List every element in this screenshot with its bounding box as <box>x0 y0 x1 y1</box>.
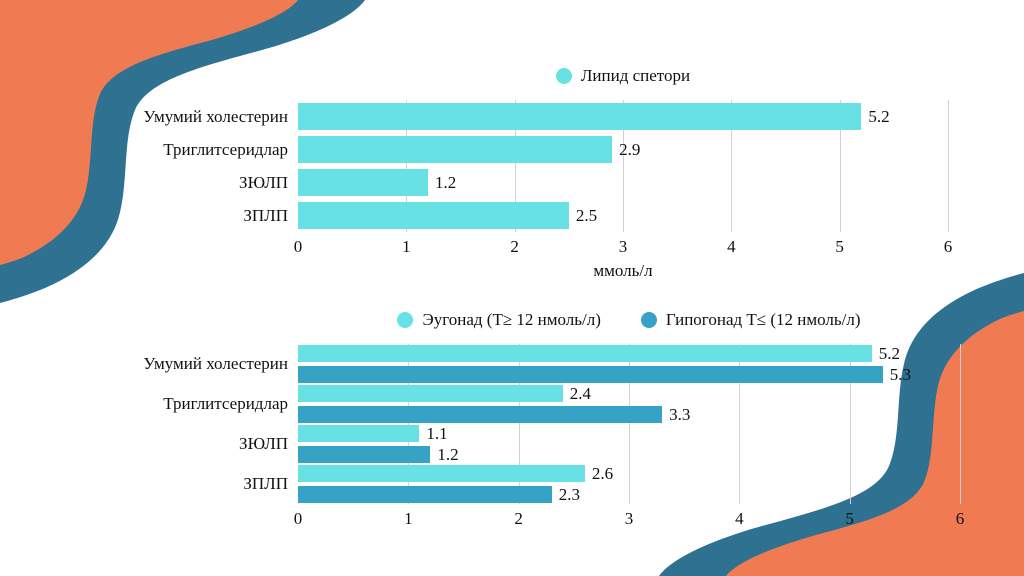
chart-legend: Эугонад (Т≥ 12 нмоль/л) Гипогонад Т≤ (12 … <box>298 308 960 332</box>
legend-dot <box>640 312 657 328</box>
tick-label: 1 <box>404 509 413 528</box>
x-axis-label: ммоль/л <box>593 261 653 280</box>
chart-row: ЗЮЛП 1.1 1.2 <box>128 424 960 464</box>
value-label: 1.2 <box>437 444 459 464</box>
gridline <box>960 344 961 504</box>
gridline <box>406 100 408 232</box>
gridline <box>408 344 410 504</box>
bar-track: 2.6 2.3 <box>298 464 960 504</box>
bar-track: 2.5 <box>298 199 948 232</box>
chart-legend: Липид спетори <box>298 64 948 88</box>
bar-track: 5.2 5.3 <box>298 344 960 384</box>
value-label: 2.6 <box>591 463 614 483</box>
value-label: 5.3 <box>889 364 912 384</box>
tick-label: 0 <box>293 237 303 256</box>
bar-track: 2.9 <box>298 133 948 166</box>
tick-label: 6 <box>955 509 965 528</box>
bar <box>298 385 563 402</box>
value-label: 2.4 <box>569 383 592 403</box>
tick-label: 5 <box>835 237 844 256</box>
tick-label: 3 <box>624 509 634 528</box>
chart-row: ЗЮЛП 1.2 <box>128 166 948 199</box>
tick-label: 3 <box>618 237 628 256</box>
tick-label: 2 <box>514 509 523 528</box>
value-label: 5.2 <box>878 343 900 363</box>
bar-rows: Умумий холестерин 5.2 Триглитсеридлар 2.9 ЗЮ… <box>128 100 948 232</box>
value-label: 5.2 <box>868 106 890 126</box>
tick-label: 6 <box>943 237 953 256</box>
tick-label: 4 <box>727 237 736 256</box>
plot-area: Умумий холестерин 5.2 Триглитсеридлар 2.9 ЗЮ… <box>128 100 953 281</box>
gridline <box>623 100 624 232</box>
x-axis-ticks: 0 1 2 3 4 5 6 <box>294 237 953 259</box>
bar-track: 1.2 <box>298 166 948 199</box>
category-label: ЗЮЛП <box>239 434 288 453</box>
chart-row: Триглитсеридлар 2.4 3.3 <box>128 384 960 424</box>
value-label: 2.9 <box>619 139 641 159</box>
bar <box>298 425 420 442</box>
legend-label: Липид спетори <box>580 66 691 85</box>
bar-rows: Умумий холестерин 5.2 5.3 Триглитсеридлар 2.… <box>128 344 960 504</box>
bar-track: 1.1 1.2 <box>298 424 960 464</box>
value-label: 1.1 <box>426 423 448 443</box>
category-label: ЗПЛП <box>243 474 288 493</box>
chart-eugonad-hypogonad: Эугонад (Т≥ 12 нмоль/л) Гипогонад Т≤ (12 … <box>128 308 965 533</box>
bar <box>298 366 883 383</box>
gridline <box>839 100 841 232</box>
category-label: Триглитсеридлар <box>163 394 288 413</box>
chart-row: ЗПЛП 2.5 <box>128 199 948 232</box>
x-axis-ticks: 0 1 2 3 4 5 6 <box>294 509 965 531</box>
chart-lipid-spectrum: Липид спетори Умумий холестерин 5.2 Тригли… <box>128 64 953 281</box>
value-label: 3.3 <box>669 404 691 424</box>
gridline <box>731 100 733 232</box>
tick-label: 1 <box>402 237 411 256</box>
category-label: Умумий холестерин <box>143 106 288 126</box>
tick-label: 5 <box>845 509 854 528</box>
bar <box>298 486 552 503</box>
bar <box>298 406 663 423</box>
bar <box>298 446 431 463</box>
bar-track: 5.2 <box>298 100 948 133</box>
tick-label: 4 <box>735 509 744 528</box>
gridline <box>948 100 949 232</box>
bar <box>298 136 613 163</box>
chart-row: Триглитсеридлар 2.9 <box>128 133 948 166</box>
value-label: 2.5 <box>575 205 598 225</box>
bar <box>298 345 872 362</box>
tick-label: 2 <box>510 237 519 256</box>
category-label: Триглитсеридлар <box>163 139 288 159</box>
bar <box>298 202 569 229</box>
gridlines <box>298 100 949 232</box>
chart-row: Умумий холестерин 5.2 5.3 <box>128 344 960 384</box>
gridline <box>514 100 516 232</box>
legend-label: Эугонад (Т≥ 12 нмоль/л) <box>422 310 601 329</box>
value-label: 1.2 <box>435 172 457 192</box>
legend-dot <box>397 312 414 328</box>
legend-dot <box>555 68 572 84</box>
bar-track: 2.4 3.3 <box>298 384 960 424</box>
chart-row: Умумий холестерин 5.2 <box>128 100 948 133</box>
tick-label: 0 <box>293 509 303 528</box>
bar <box>298 465 585 482</box>
legend-item: Гипогонад Т≤ (12 нмоль/л) <box>640 310 861 330</box>
plot-area: Умумий холестерин 5.2 5.3 Триглитсеридлар 2.… <box>128 344 965 531</box>
bar <box>298 169 428 196</box>
bar <box>298 103 862 130</box>
category-label: ЗПЛП <box>243 205 288 225</box>
chart-row: ЗПЛП 2.6 2.3 <box>128 464 960 504</box>
value-label: 2.3 <box>558 484 581 504</box>
legend-item: Липид спетори <box>555 66 691 86</box>
category-label: ЗЮЛП <box>239 172 288 192</box>
legend-item: Эугонад (Т≥ 12 нмоль/л) <box>397 310 601 330</box>
gridline <box>629 344 630 504</box>
category-label: Умумий холестерин <box>143 354 288 373</box>
legend-label: Гипогонад Т≤ (12 нмоль/л) <box>665 310 861 329</box>
gridline <box>518 344 520 504</box>
